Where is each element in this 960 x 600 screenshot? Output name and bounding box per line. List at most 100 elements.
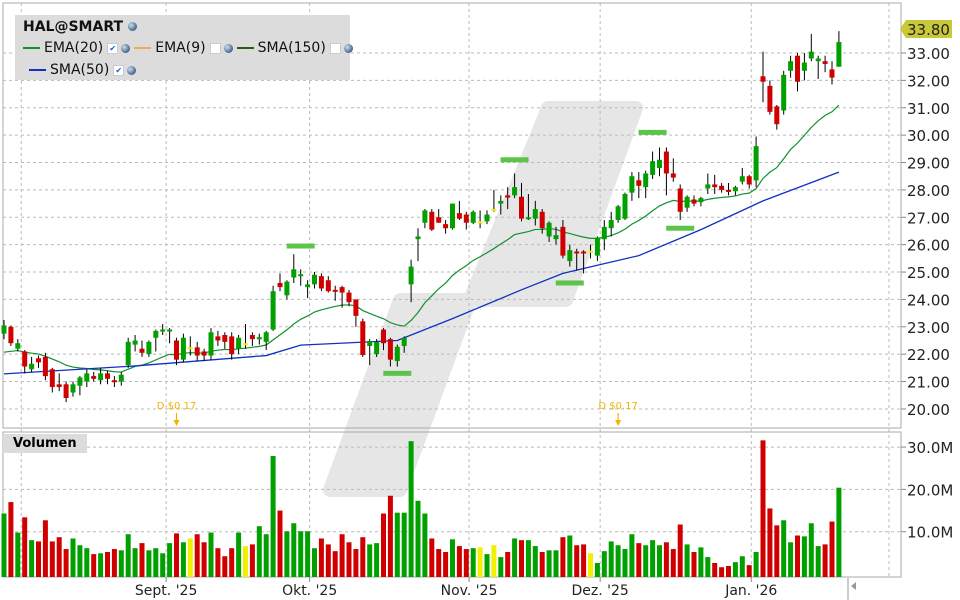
volume-bar bbox=[332, 551, 338, 577]
volume-bar bbox=[236, 532, 242, 577]
candle-body bbox=[684, 196, 690, 208]
ema20-checkbox[interactable]: ✔ bbox=[107, 42, 119, 54]
candle-body bbox=[70, 384, 76, 393]
candle-body bbox=[208, 332, 214, 356]
volume-bar bbox=[746, 565, 752, 577]
globe-icon[interactable] bbox=[127, 22, 137, 31]
sma50-checkbox[interactable]: ✔ bbox=[113, 64, 125, 76]
sma150-checkbox[interactable] bbox=[329, 42, 341, 54]
volume-bar bbox=[774, 525, 780, 577]
candle-body bbox=[111, 380, 117, 383]
globe-icon[interactable] bbox=[121, 43, 131, 53]
volume-bar bbox=[132, 548, 138, 577]
ema9-checkbox[interactable] bbox=[209, 42, 221, 54]
volume-bar bbox=[153, 548, 159, 577]
volume-bar bbox=[111, 549, 117, 577]
volume-bar bbox=[560, 537, 566, 577]
volume-bar bbox=[732, 562, 738, 577]
volume-bar bbox=[339, 534, 345, 577]
candle-body bbox=[318, 276, 324, 289]
candle-body bbox=[588, 250, 593, 253]
candle-body bbox=[746, 176, 752, 185]
candle-body bbox=[615, 206, 621, 221]
price-tick-label: 26.00 bbox=[907, 237, 950, 255]
candle-body bbox=[56, 384, 62, 388]
volume-bar bbox=[305, 531, 311, 577]
candle-body bbox=[753, 146, 759, 181]
candle-body bbox=[601, 226, 607, 240]
price-tick-label: 24.00 bbox=[907, 291, 950, 309]
candle-body bbox=[774, 106, 780, 125]
candle-body bbox=[539, 211, 545, 229]
volume-bar bbox=[594, 563, 600, 577]
candle-body bbox=[415, 236, 421, 240]
candle-body bbox=[367, 341, 373, 346]
candle-body bbox=[194, 347, 200, 356]
candle-body bbox=[767, 85, 773, 112]
volume-bar bbox=[139, 543, 145, 577]
globe-icon[interactable] bbox=[127, 65, 137, 75]
volume-bar bbox=[312, 548, 317, 577]
candle-body bbox=[84, 373, 90, 382]
globe-icon[interactable] bbox=[223, 43, 233, 53]
volume-bar bbox=[636, 543, 642, 577]
candle-body bbox=[346, 292, 352, 303]
candle-body bbox=[436, 217, 442, 223]
candle-body bbox=[1, 325, 7, 334]
ema20-swatch bbox=[23, 47, 40, 49]
globe-icon[interactable] bbox=[343, 43, 353, 53]
candle-body bbox=[829, 69, 835, 78]
candle-body bbox=[36, 358, 41, 363]
pivot-marker bbox=[666, 225, 695, 231]
volume-bar bbox=[622, 549, 628, 577]
candle-body bbox=[215, 336, 221, 341]
candle-body bbox=[387, 339, 393, 360]
volume-bar bbox=[767, 508, 773, 577]
volume-bar bbox=[42, 520, 48, 577]
volume-bar bbox=[187, 538, 193, 577]
candle-body bbox=[553, 235, 559, 240]
volume-bar bbox=[505, 552, 511, 577]
sma50-line bbox=[3, 171, 840, 375]
candle-body bbox=[677, 188, 683, 212]
candle-body bbox=[408, 266, 414, 285]
volume-bar bbox=[546, 550, 552, 577]
volume-axis: 10.0M 20.0M 30.0M bbox=[901, 439, 953, 542]
volume-bar bbox=[387, 495, 393, 577]
pivot-markers bbox=[286, 129, 695, 376]
volume-bar bbox=[498, 557, 504, 577]
volume-bar bbox=[608, 541, 614, 577]
volume-bar bbox=[829, 521, 835, 577]
candle-body bbox=[325, 280, 331, 292]
volume-bar bbox=[318, 538, 324, 577]
candle-body bbox=[263, 332, 269, 342]
candle-body bbox=[698, 198, 704, 203]
candle-body bbox=[560, 226, 566, 256]
candle-body bbox=[491, 209, 497, 212]
ema20-label: EMA(20) bbox=[44, 40, 104, 56]
candle-body bbox=[270, 291, 276, 330]
candle-body bbox=[732, 187, 738, 192]
volume-bar bbox=[394, 512, 400, 577]
dividend-arrowhead-icon bbox=[615, 420, 622, 426]
candle-body bbox=[657, 159, 662, 168]
volume-bar bbox=[581, 544, 587, 577]
volume-bar bbox=[408, 441, 414, 577]
candle-body bbox=[781, 74, 787, 111]
candle-body bbox=[801, 62, 807, 71]
month-label: Dez. '25 bbox=[572, 583, 629, 599]
candle-body bbox=[443, 224, 449, 229]
price-tick-label: 27.00 bbox=[907, 209, 950, 227]
volume-bar bbox=[298, 531, 304, 577]
volume-bars bbox=[1, 440, 842, 577]
scroll-left-arrow-icon[interactable] bbox=[851, 582, 856, 590]
pivot-marker bbox=[383, 370, 412, 376]
candle-body bbox=[187, 347, 193, 350]
volume-tick-label: 10.0M bbox=[907, 524, 953, 542]
month-label: Sept. '25 bbox=[135, 583, 197, 599]
volume-bar bbox=[705, 557, 711, 577]
symbol-label: HAL@SMART bbox=[23, 19, 124, 35]
volume-bar bbox=[146, 550, 152, 577]
indicator-legend: HAL@SMART EMA(20) ✔ EMA(9) SMA(150) SMA(… bbox=[15, 15, 353, 80]
